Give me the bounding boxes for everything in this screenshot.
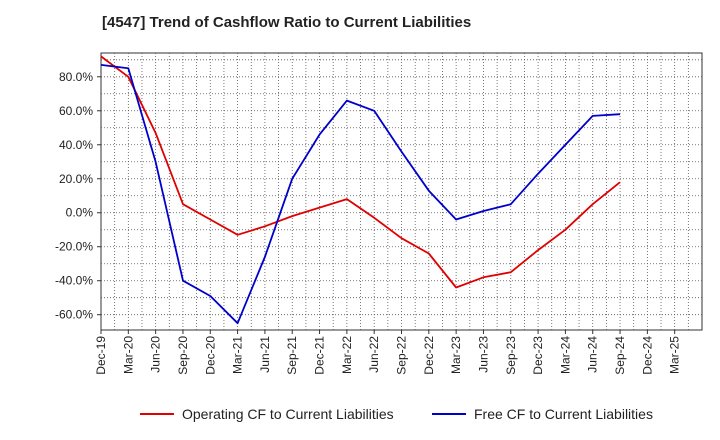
chart-title: [4547] Trend of Cashflow Ratio to Curren… <box>102 14 472 31</box>
x-tick-label: Mar-23 <box>449 336 463 374</box>
x-tick-label: Mar-22 <box>340 336 354 374</box>
x-tick-label: Dec-19 <box>94 336 108 375</box>
x-tick-label: Dec-21 <box>313 336 327 375</box>
x-tick-label: Jun-24 <box>586 336 600 373</box>
x-tick-label: Jun-22 <box>367 336 381 373</box>
x-tick-label: Dec-23 <box>531 336 545 375</box>
y-axis-ticks: 80.0% 60.0% 40.0% 20.0% 0.0% -20.0% -40.0% -60.… <box>55 70 101 322</box>
x-tick-label: Sep-24 <box>613 336 627 375</box>
y-tick-label: 20.0% <box>59 172 93 186</box>
y-tick-label: 0.0% <box>66 206 94 220</box>
x-tick-label: Jun-20 <box>149 336 163 373</box>
x-tick-label: Sep-23 <box>504 336 518 375</box>
x-tick-label: Dec-20 <box>203 336 217 375</box>
y-tick-label: -40.0% <box>55 274 93 288</box>
x-tick-label: Mar-21 <box>231 336 245 374</box>
legend-label: Free CF to Current Liabilities <box>474 406 653 422</box>
series-line-operating-cf <box>100 55 621 289</box>
y-tick-label: 60.0% <box>59 104 93 118</box>
x-tick-label: Dec-24 <box>640 336 654 375</box>
x-tick-label: Dec-22 <box>422 336 436 375</box>
series-lines <box>100 55 621 325</box>
y-tick-label: -60.0% <box>55 308 93 322</box>
x-tick-label: Sep-21 <box>285 336 299 375</box>
x-tick-label: Jun-21 <box>258 336 272 373</box>
legend-label: Operating CF to Current Liabilities <box>182 406 394 422</box>
legend: Operating CF to Current Liabilities Free … <box>140 406 653 422</box>
y-tick-label: 80.0% <box>59 70 93 84</box>
x-tick-label: Mar-20 <box>121 336 135 374</box>
x-tick-label: Sep-20 <box>176 336 190 375</box>
x-tick-label: Mar-25 <box>668 336 682 374</box>
series-line-free-cf <box>100 64 621 325</box>
x-tick-label: Mar-24 <box>558 336 572 374</box>
x-tick-label: Sep-22 <box>395 336 409 375</box>
y-tick-label: -20.0% <box>55 240 93 254</box>
y-tick-label: 40.0% <box>59 138 93 152</box>
x-tick-label: Jun-23 <box>476 336 490 373</box>
x-axis-ticks: Dec-19 Mar-20 Jun-20 Sep-20 Dec-20 Mar-21 Jun-… <box>94 330 682 375</box>
